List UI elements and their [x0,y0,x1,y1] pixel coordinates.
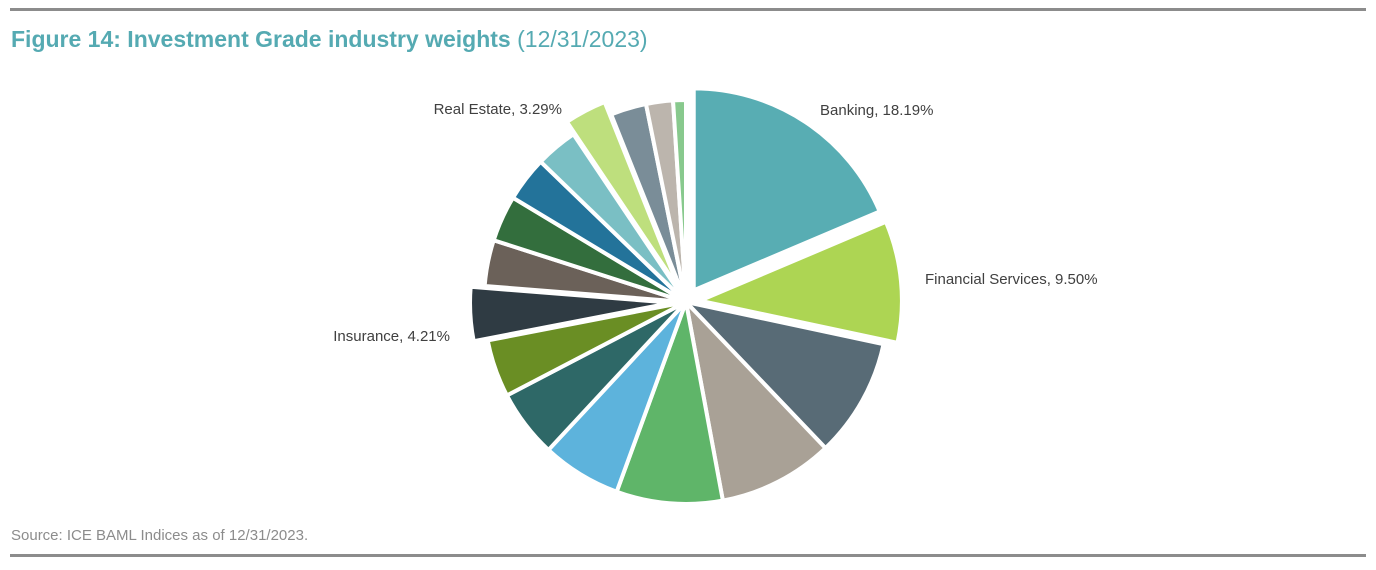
slice-label-insurance: Insurance, 4.21% [333,328,450,345]
source-note: Source: ICE BAML Indices as of 12/31/202… [11,527,309,544]
pie-slice-4 [684,300,828,503]
bottom-rule [10,554,1366,557]
pie-slice-insurance [468,284,675,344]
pie-slice-banking [691,86,882,293]
pie-slice-real-estate [564,99,682,292]
figure-title-main: Figure 14: Investment Grade industry wei… [11,26,511,52]
pie-slice-17 [671,98,688,304]
figure-title: Figure 14: Investment Grade industry wei… [11,26,648,53]
figure-title-date: (12/31/2023) [517,26,648,52]
pie-slice-financial-services [697,219,904,345]
top-rule [10,8,1366,11]
pie-slice-3 [684,300,886,451]
slice-label-banking: Banking, 18.19% [820,102,933,119]
pie-slice-5 [614,300,725,506]
slice-label-financial-services: Financial Services, 9.50% [925,271,1098,288]
slice-label-real-estate: Real Estate, 3.29% [434,101,562,118]
